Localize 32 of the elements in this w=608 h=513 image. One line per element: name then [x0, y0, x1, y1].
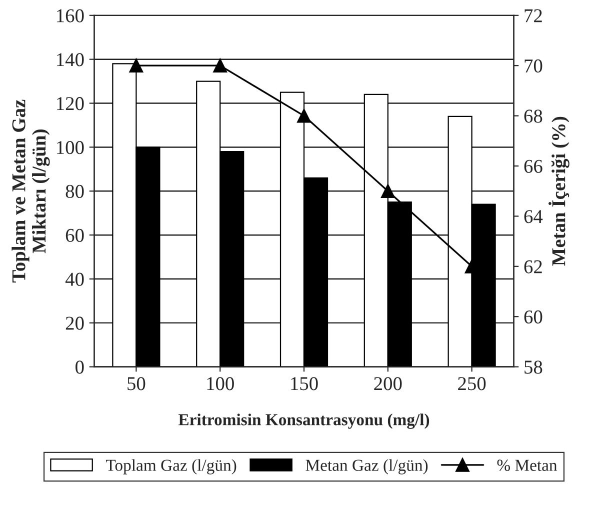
y-tick-label: 40	[65, 272, 84, 286]
y-tick-label: 0	[76, 360, 84, 374]
y-axis-title: Toplam ve Metan Gaz Miktarı (l/gün)	[12, 100, 50, 283]
y-tick-label: 60	[66, 228, 84, 242]
legend-label: % Metan	[497, 460, 558, 471]
y2-axis-title: Metan İçeriği (%)	[548, 116, 570, 266]
x-tick-label: 50	[128, 377, 146, 390]
x-tick-label: 100	[207, 377, 234, 390]
x-tick-label: 200	[374, 377, 402, 390]
x-tick-label: 150	[291, 377, 318, 390]
x-axis-title: Eritromisin Konsantrasyonu (mg/l)	[178, 414, 430, 429]
y2-tick-label: 66	[524, 160, 542, 173]
y-tick-label: 140	[57, 53, 84, 66]
y-tick-label: 100	[57, 140, 84, 154]
y2-tick-label: 60	[524, 310, 542, 324]
point	[297, 108, 311, 123]
y-tick-label: 120	[57, 97, 84, 110]
y2-tick-label: 62	[524, 260, 542, 274]
y2-tick-label: 70	[524, 59, 542, 73]
y-tick-label: 80	[66, 184, 84, 198]
point	[129, 58, 144, 73]
point	[213, 58, 228, 73]
point	[380, 184, 395, 198]
y2-tick-label: 68	[524, 110, 542, 123]
y2-tick-label: 58	[524, 360, 542, 374]
legend-label: Toplam Gaz (l/gün)	[106, 459, 236, 474]
y2-tick-label: 72	[524, 9, 542, 22]
legend-label: Metan Gaz (l/gün)	[306, 459, 428, 474]
y-tick-label: 160	[57, 9, 84, 22]
x-tick-label: 250	[458, 377, 486, 390]
y2-tick-label: 64	[524, 210, 543, 224]
y-tick-label: 20	[66, 316, 84, 330]
